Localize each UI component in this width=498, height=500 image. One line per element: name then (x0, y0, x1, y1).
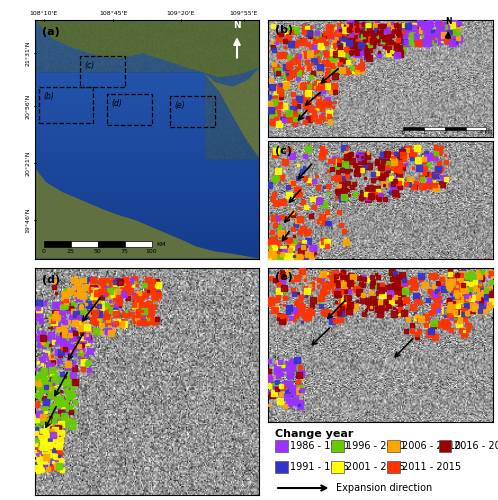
Text: 21°31'N: 21°31'N (25, 40, 30, 66)
Bar (331, 460, 344, 473)
Text: (b): (b) (275, 24, 293, 34)
Text: (b): (b) (44, 92, 55, 100)
Text: 2001 - 2005: 2001 - 2005 (346, 462, 405, 472)
Text: 1996 - 2000: 1996 - 2000 (346, 441, 405, 451)
Text: 108°10'E: 108°10'E (30, 12, 58, 16)
Text: (d): (d) (42, 274, 60, 284)
Bar (403, 126, 424, 130)
Bar (170, 96, 215, 128)
Bar (44, 242, 71, 247)
Text: Expansion direction: Expansion direction (336, 483, 432, 493)
Bar (387, 460, 400, 473)
Text: 109°55'E: 109°55'E (230, 12, 258, 16)
Text: 0: 0 (42, 249, 46, 254)
Bar (275, 440, 287, 452)
Bar (387, 440, 400, 452)
Text: KM: KM (156, 242, 166, 246)
Bar (98, 242, 124, 247)
Text: N: N (233, 20, 241, 30)
Text: 19°46'N: 19°46'N (25, 208, 30, 233)
Text: 4 KM: 4 KM (480, 130, 493, 136)
Text: 1986 - 1990: 1986 - 1990 (290, 441, 349, 451)
Bar (107, 94, 152, 125)
Text: (c): (c) (84, 60, 95, 70)
Bar (466, 126, 486, 130)
Polygon shape (203, 68, 259, 158)
Text: 1: 1 (422, 130, 425, 136)
Text: 3: 3 (464, 130, 467, 136)
Text: 25: 25 (67, 249, 75, 254)
Text: 109°20'E: 109°20'E (167, 12, 195, 16)
Bar (445, 126, 466, 130)
Polygon shape (35, 168, 259, 258)
Bar (124, 242, 152, 247)
Bar (80, 56, 124, 87)
Text: 2011 - 2015: 2011 - 2015 (402, 462, 461, 472)
Text: 0: 0 (401, 130, 405, 136)
Bar (39, 87, 93, 122)
Text: (e): (e) (275, 272, 293, 282)
Bar (439, 440, 452, 452)
Text: 1991 - 1995: 1991 - 1995 (290, 462, 349, 472)
Bar (275, 460, 287, 473)
Text: 100: 100 (146, 249, 157, 254)
Text: 75: 75 (121, 249, 128, 254)
Text: 108°45'E: 108°45'E (99, 12, 127, 16)
Text: 50: 50 (94, 249, 102, 254)
Text: 20°21'N: 20°21'N (25, 150, 30, 176)
Text: (e): (e) (174, 101, 185, 110)
Text: Change year: Change year (275, 428, 354, 438)
Text: 20°56'N: 20°56'N (25, 93, 30, 118)
Text: (d): (d) (111, 98, 122, 108)
Text: 2016 - 2020: 2016 - 2020 (454, 441, 498, 451)
Bar (424, 126, 445, 130)
Text: 2006 - 2010: 2006 - 2010 (402, 441, 461, 451)
Text: N: N (445, 17, 451, 26)
Text: 2: 2 (443, 130, 446, 136)
Text: (a): (a) (42, 27, 59, 37)
Bar (331, 440, 344, 452)
Polygon shape (35, 20, 259, 77)
Bar (71, 242, 98, 247)
Text: (c): (c) (275, 146, 292, 156)
